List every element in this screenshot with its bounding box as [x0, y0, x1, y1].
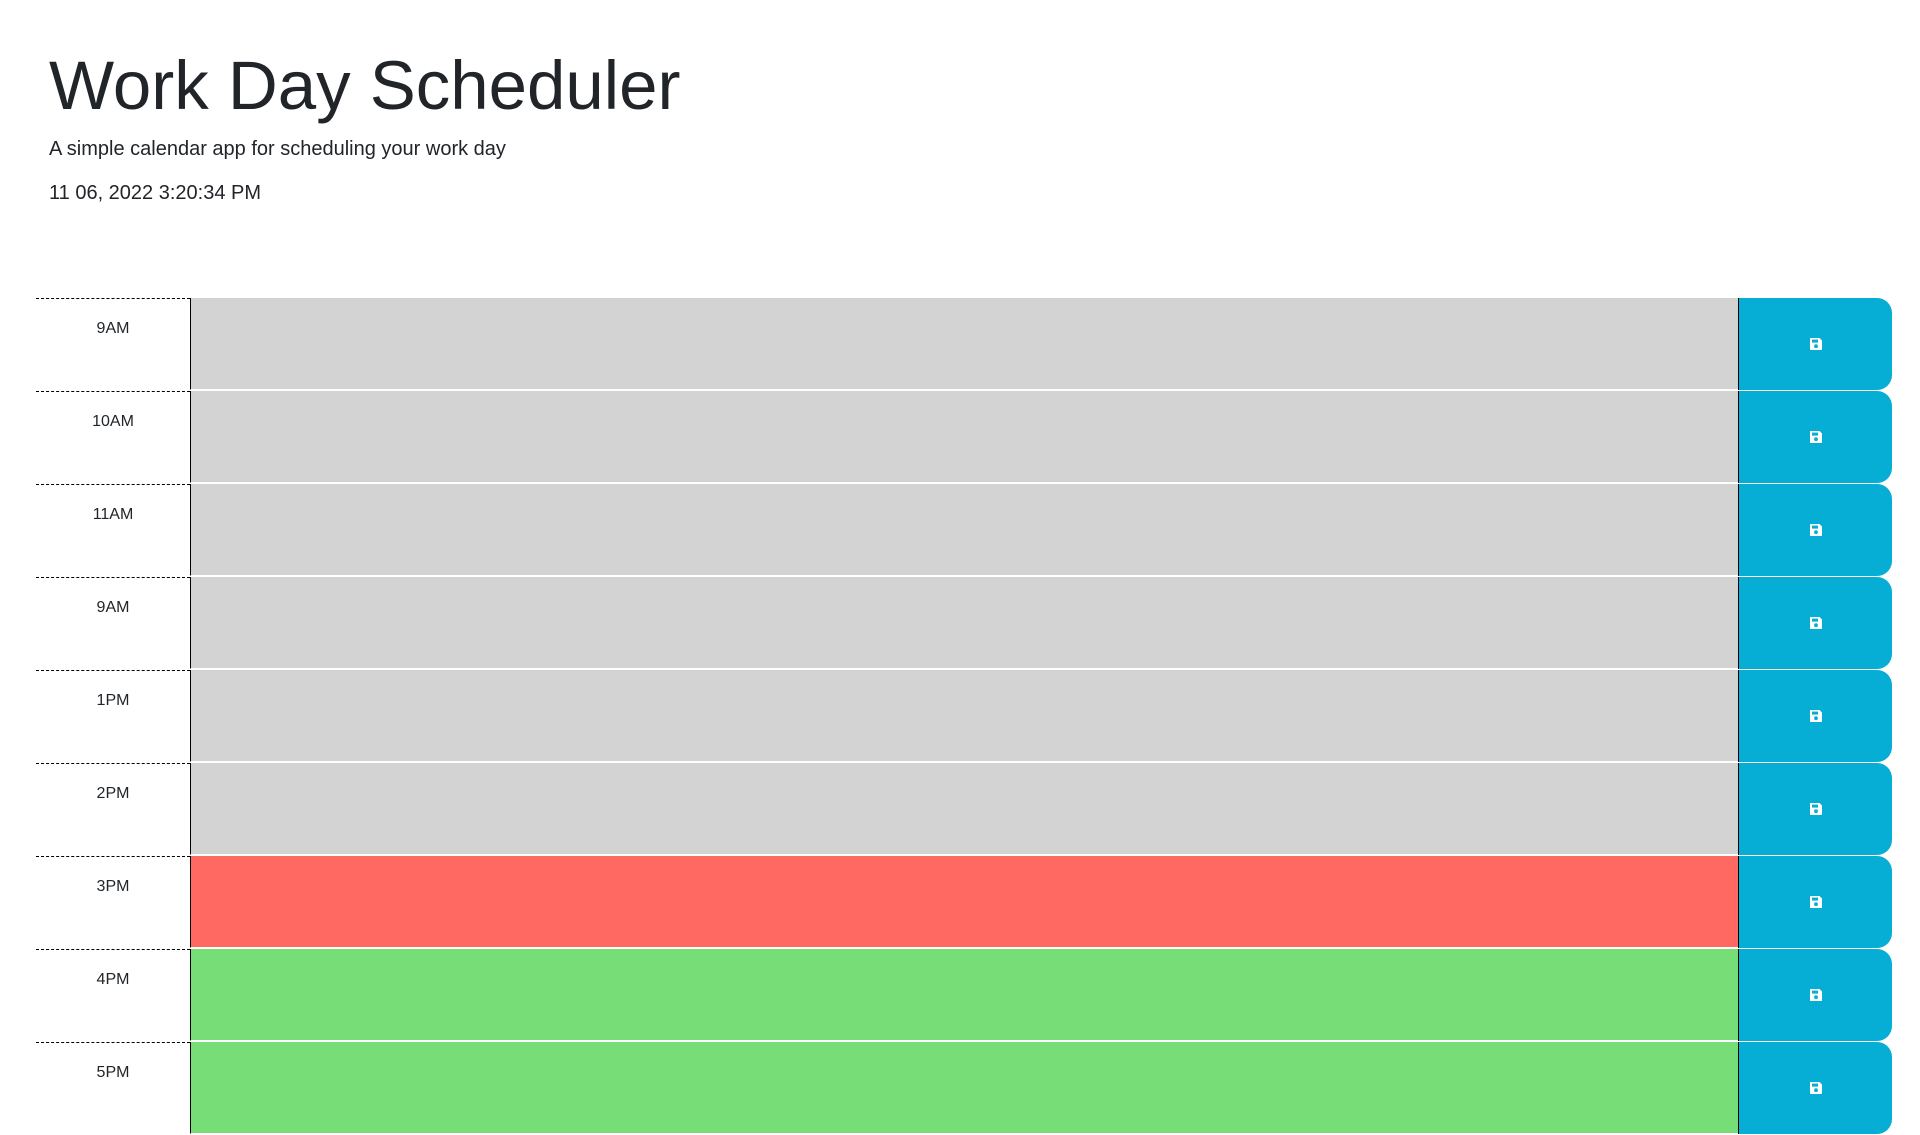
floppy-disk-save-icon [1809, 431, 1822, 443]
hour-cell: 2PM [36, 763, 190, 856]
time-block: 4PM [36, 949, 1894, 1042]
floppy-disk-save-icon [1809, 710, 1822, 722]
hour-cell: 11AM [36, 484, 190, 577]
schedule-container: 9AM 10AM 11AM 9AM 1PM 2PM 3PM 4PM 5PM [36, 298, 1894, 1135]
floppy-disk-save-icon [1809, 989, 1822, 1001]
event-description-input[interactable] [190, 949, 1738, 1041]
hour-cell: 9AM [36, 298, 190, 391]
hour-cell: 4PM [36, 949, 190, 1042]
save-button[interactable] [1738, 577, 1892, 669]
hour-label: 5PM [96, 1064, 130, 1081]
save-button[interactable] [1738, 856, 1892, 948]
hour-label: 9AM [96, 320, 130, 337]
hour-cell: 3PM [36, 856, 190, 949]
time-block: 11AM [36, 484, 1894, 577]
event-description-input[interactable] [190, 391, 1738, 483]
event-description-input[interactable] [190, 670, 1738, 762]
hour-label: 3PM [96, 878, 130, 895]
time-block: 9AM [36, 577, 1894, 670]
save-button[interactable] [1738, 670, 1892, 762]
time-block: 1PM [36, 670, 1894, 763]
hour-label: 1PM [96, 692, 130, 709]
floppy-disk-save-icon [1809, 896, 1822, 908]
time-block: 10AM [36, 391, 1894, 484]
save-button[interactable] [1738, 763, 1892, 855]
event-description-input[interactable] [190, 484, 1738, 576]
time-block: 3PM [36, 856, 1894, 949]
save-button[interactable] [1738, 949, 1892, 1041]
save-button[interactable] [1738, 298, 1892, 390]
event-description-input[interactable] [190, 1042, 1738, 1134]
hour-cell: 1PM [36, 670, 190, 763]
save-button[interactable] [1738, 484, 1892, 576]
save-button[interactable] [1738, 1042, 1892, 1134]
floppy-disk-save-icon [1809, 617, 1822, 629]
hour-label: 9AM [96, 599, 130, 616]
hour-label: 11AM [92, 506, 134, 523]
hour-label: 4PM [96, 971, 130, 988]
event-description-input[interactable] [190, 856, 1738, 948]
floppy-disk-save-icon [1809, 524, 1822, 536]
hour-label: 10AM [92, 413, 134, 430]
page-title: Work Day Scheduler [49, 47, 681, 124]
save-button[interactable] [1738, 391, 1892, 483]
event-description-input[interactable] [190, 577, 1738, 669]
hour-cell: 10AM [36, 391, 190, 484]
hour-cell: 9AM [36, 577, 190, 670]
time-block: 5PM [36, 1042, 1894, 1135]
time-block: 9AM [36, 298, 1894, 391]
floppy-disk-save-icon [1809, 1082, 1822, 1094]
event-description-input[interactable] [190, 298, 1738, 390]
page-subtitle: A simple calendar app for scheduling you… [49, 138, 506, 160]
event-description-input[interactable] [190, 763, 1738, 855]
hour-cell: 5PM [36, 1042, 190, 1135]
hour-label: 2PM [96, 785, 130, 802]
floppy-disk-save-icon [1809, 338, 1822, 350]
time-block: 2PM [36, 763, 1894, 856]
floppy-disk-save-icon [1809, 803, 1822, 815]
current-day: 11 06, 2022 3:20:34 PM [49, 182, 262, 204]
